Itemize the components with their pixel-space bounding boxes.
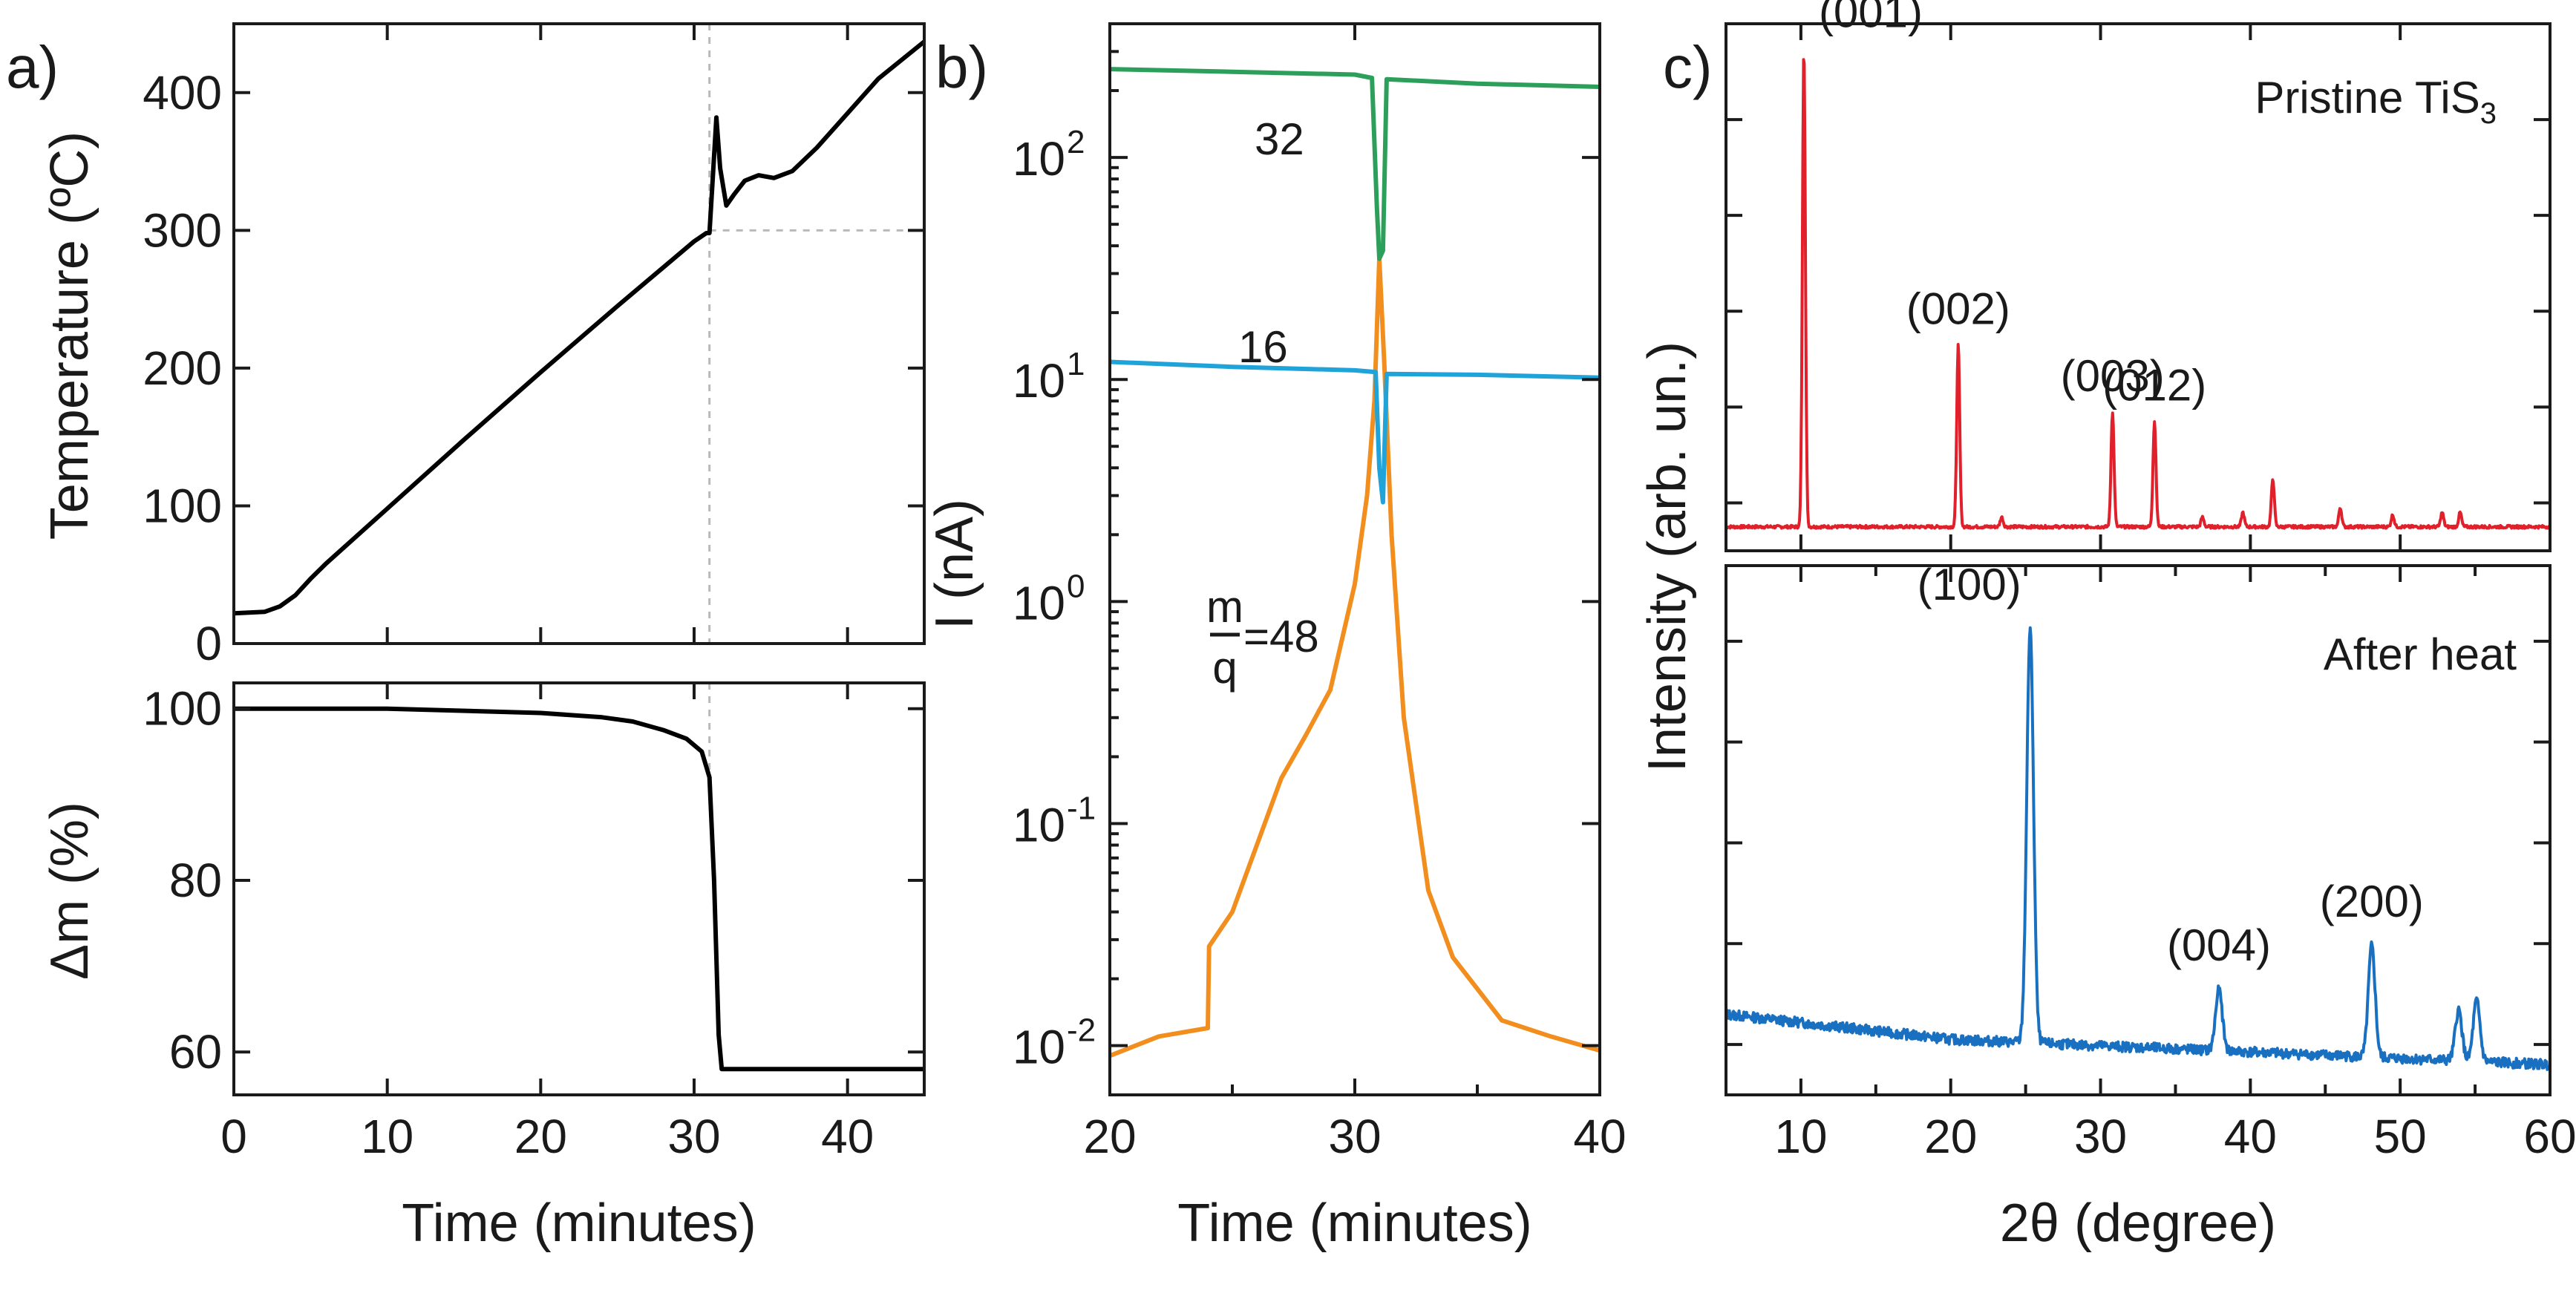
series-line-48: [1108, 256, 1601, 1058]
y-tick-label: 100: [143, 479, 222, 532]
x-tick-label: 30: [667, 1110, 720, 1163]
y-tick-label: 400: [143, 66, 222, 120]
series-line-32: [1109, 67, 1601, 261]
y-tick-label: 80: [169, 854, 222, 907]
y-axis-label-intensity: Intensity (arb. un.): [1638, 341, 1697, 772]
peak-label: (003): [2061, 351, 2165, 401]
x-tick-label: 0: [220, 1110, 247, 1163]
x-tick-label: 20: [514, 1110, 567, 1163]
x-tick-label: 30: [2074, 1110, 2127, 1163]
panel-a-mass: 60 80 100 0 10 20 30 40 Δm (%) Time (minutes): [40, 681, 926, 1253]
x-tick-label: 30: [1328, 1110, 1381, 1163]
peak-label: (012): [2102, 361, 2206, 410]
y-tick-exponent: 1: [1067, 346, 1085, 382]
fraction-denominator: q: [1212, 643, 1237, 693]
y-tick-label: 10: [1013, 799, 1065, 852]
peak-label: (200): [2320, 877, 2424, 926]
panel-title-after-heat: After heat: [2324, 629, 2517, 679]
peak-label: (002): [1906, 284, 2010, 333]
x-tick-label: 40: [821, 1110, 874, 1163]
plot-frame-a-bottom: [232, 681, 926, 1096]
y-tick-label: 10: [1013, 354, 1065, 408]
peak-label: (100): [1918, 560, 2021, 609]
peak-label: (001): [1819, 0, 1923, 36]
y-axis-label-mass: Δm (%): [40, 802, 99, 980]
series-line-pristine: [1725, 58, 2552, 530]
panel-c-pristine: (001) (002) (003)(012) Pristine TiS3: [1725, 0, 2552, 552]
y-tick-exponent: -2: [1067, 1012, 1096, 1049]
fraction-numerator: m: [1206, 582, 1243, 632]
y-tick-label: 10: [1013, 576, 1065, 629]
x-tick-label: 10: [361, 1110, 413, 1163]
y-tick-label: 0: [195, 617, 222, 670]
x-axis-label-c: 2θ (degree): [2000, 1194, 2276, 1253]
title-subscript: 3: [2480, 97, 2497, 130]
y-tick-label: 200: [143, 341, 222, 395]
y-tick-exponent: -1: [1067, 791, 1096, 827]
x-axis-label-a: Time (minutes): [402, 1194, 756, 1253]
x-axis-label-b: Time (minutes): [1177, 1194, 1531, 1253]
panel-a-temperature: 0 100 200 300 400 Temperature (ºC): [40, 22, 926, 670]
series-line-mass: [234, 706, 924, 1072]
panel-label-c: c): [1663, 34, 1713, 100]
series-label-48: m q =48: [1206, 582, 1319, 693]
series-line-temperature: [233, 39, 926, 616]
plot-frame-b: [1108, 22, 1601, 1096]
y-tick-exponent: 0: [1067, 568, 1085, 604]
series-line-16: [1109, 359, 1601, 505]
equals-value: =48: [1243, 612, 1319, 661]
series-label-16: 16: [1238, 322, 1288, 372]
title-main: Pristine TiS: [2255, 73, 2479, 122]
y-axis-label-temperature: Temperature (ºC): [40, 131, 99, 540]
plot-frame-a-top: [232, 22, 926, 645]
x-tick-label: 20: [1924, 1110, 1977, 1163]
panel-label-a: a): [6, 34, 59, 100]
x-tick-label: 10: [1774, 1110, 1827, 1163]
panel-title-pristine: Pristine TiS3: [2255, 73, 2497, 130]
x-tick-label: 40: [2224, 1110, 2277, 1163]
y-tick-exponent: 2: [1067, 124, 1085, 160]
series-line-after-heat: [1725, 626, 2552, 1071]
x-tick-label: 40: [1573, 1110, 1626, 1163]
y-tick-label: 10: [1013, 132, 1065, 186]
y-axis-label-current: I (nA): [925, 499, 984, 629]
y-tick-label: 60: [169, 1025, 222, 1079]
y-tick-label: 10: [1013, 1021, 1065, 1074]
series-label-32: 32: [1255, 114, 1304, 164]
panel-label-b: b): [935, 34, 988, 100]
x-tick-label: 50: [2374, 1110, 2427, 1163]
x-tick-label: 20: [1083, 1110, 1136, 1163]
peak-label: (004): [2167, 920, 2271, 970]
x-tick-label: 60: [2523, 1110, 2576, 1163]
plot-frame-c-top: [1725, 22, 2552, 552]
panel-c-after-heat: (100)(004)(200) 10 20 30 40 50 60 After heat …: [1725, 560, 2576, 1253]
y-tick-label: 100: [143, 682, 222, 736]
plot-frame-c-bottom: [1725, 564, 2552, 1096]
y-tick-label: 300: [143, 203, 222, 257]
